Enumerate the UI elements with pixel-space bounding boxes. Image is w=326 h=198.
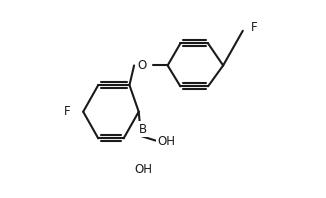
Text: B: B — [139, 123, 147, 136]
Text: OH: OH — [157, 135, 175, 148]
Text: F: F — [64, 105, 70, 118]
Text: O: O — [138, 59, 147, 72]
Text: OH: OH — [134, 163, 152, 176]
Text: F: F — [251, 21, 258, 34]
